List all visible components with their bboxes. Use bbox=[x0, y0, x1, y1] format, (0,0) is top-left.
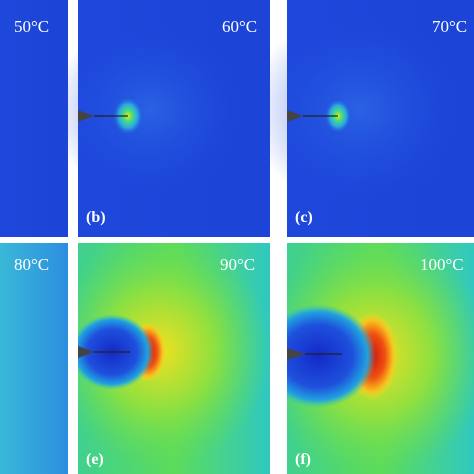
notch bbox=[287, 348, 305, 360]
notch bbox=[78, 346, 94, 358]
temperature-label: 100°C bbox=[420, 255, 464, 274]
notch bbox=[287, 110, 303, 122]
field bbox=[250, 10, 470, 210]
panel-tag: (b) bbox=[86, 209, 106, 226]
field bbox=[78, 243, 270, 470]
panel-d bbox=[0, 243, 68, 474]
temperature-label: 50°C bbox=[14, 17, 49, 36]
temperature-label: 70°C bbox=[432, 17, 467, 36]
panel-tag: (f) bbox=[295, 451, 311, 468]
temperature-label: 90°C bbox=[220, 255, 255, 274]
panel-tag: (c) bbox=[295, 209, 313, 226]
temperature-label: 60°C bbox=[222, 17, 257, 36]
cold-zone bbox=[287, 304, 376, 408]
panel-tag: (e) bbox=[86, 451, 104, 468]
field bbox=[50, 20, 250, 200]
temperature-label: 80°C bbox=[14, 255, 49, 274]
notch bbox=[78, 110, 94, 122]
